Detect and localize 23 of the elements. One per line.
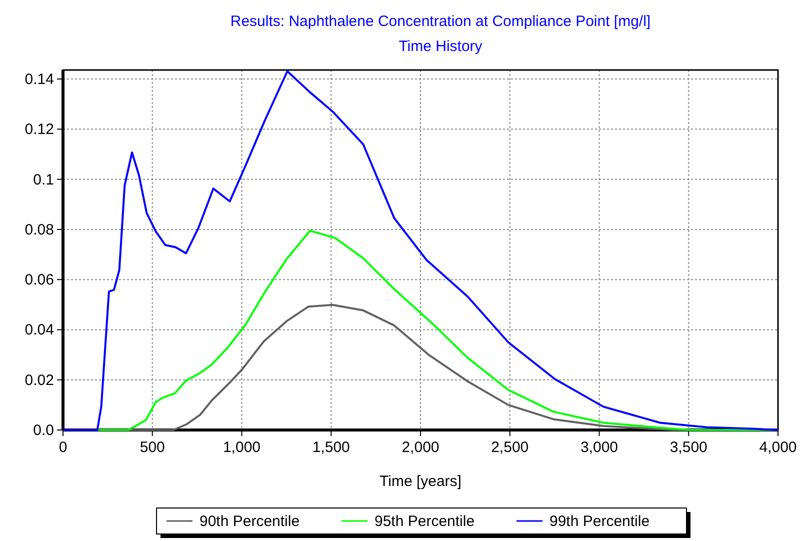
chart-subtitle: Time History bbox=[398, 38, 483, 55]
x-tick-label: 1,000 bbox=[222, 439, 261, 456]
y-tick-label: 0.1 bbox=[33, 171, 54, 188]
legend-label: 90th Percentile bbox=[200, 513, 300, 530]
chart-title: Results: Naphthalene Concentration at Compliance Point [mg/l] bbox=[230, 13, 651, 30]
legend-label: 95th Percentile bbox=[374, 513, 475, 530]
y-tick-label: 0.02 bbox=[24, 372, 54, 389]
x-tick-label: 3,000 bbox=[580, 439, 618, 456]
y-tick-label: 0.0 bbox=[33, 422, 54, 439]
y-tick-label: 0.12 bbox=[24, 121, 54, 138]
x-tick-label: 2,500 bbox=[491, 439, 529, 456]
y-tick-label: 0.04 bbox=[24, 322, 54, 339]
x-tick-label: 500 bbox=[140, 439, 165, 456]
x-tick-label: 0 bbox=[58, 439, 68, 456]
x-tick-label: 1,500 bbox=[312, 439, 350, 456]
x-tick-label: 3,500 bbox=[670, 439, 708, 456]
x-tick-label: 2,000 bbox=[402, 439, 440, 456]
x-axis-title: Time [years] bbox=[380, 473, 462, 490]
y-tick-label: 0.06 bbox=[24, 272, 54, 289]
legend-label: 99th Percentile bbox=[550, 513, 650, 530]
y-tick-label: 0.08 bbox=[24, 221, 54, 238]
y-tick-label: 0.14 bbox=[24, 71, 54, 88]
x-tick-label: 4,000 bbox=[759, 439, 797, 456]
